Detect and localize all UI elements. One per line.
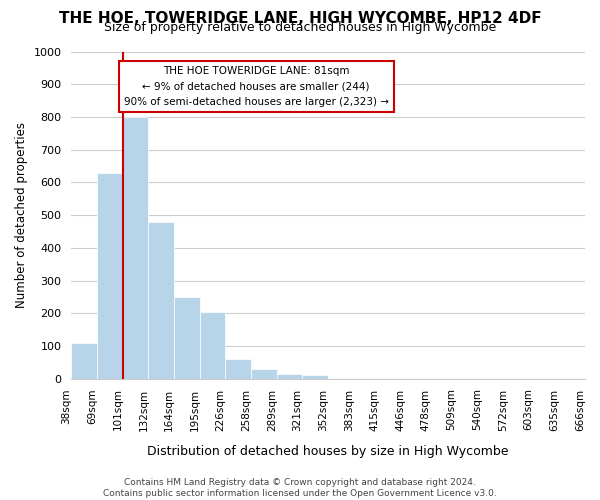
Bar xyxy=(226,359,251,379)
Text: Size of property relative to detached houses in High Wycombe: Size of property relative to detached ho… xyxy=(104,22,496,35)
Text: THE HOE, TOWERIDGE LANE, HIGH WYCOMBE, HP12 4DF: THE HOE, TOWERIDGE LANE, HIGH WYCOMBE, H… xyxy=(59,11,541,26)
Bar xyxy=(71,343,97,379)
Bar xyxy=(174,297,200,379)
Bar xyxy=(97,172,122,379)
Text: THE HOE TOWERIDGE LANE: 81sqm
← 9% of detached houses are smaller (244)
90% of s: THE HOE TOWERIDGE LANE: 81sqm ← 9% of de… xyxy=(124,66,389,106)
Bar xyxy=(200,312,226,379)
Bar xyxy=(251,369,277,379)
Bar xyxy=(302,376,328,379)
Bar xyxy=(122,117,148,379)
Bar xyxy=(148,222,174,379)
Bar xyxy=(277,374,302,379)
X-axis label: Distribution of detached houses by size in High Wycombe: Distribution of detached houses by size … xyxy=(148,444,509,458)
Y-axis label: Number of detached properties: Number of detached properties xyxy=(15,122,28,308)
Text: Contains HM Land Registry data © Crown copyright and database right 2024.
Contai: Contains HM Land Registry data © Crown c… xyxy=(103,478,497,498)
